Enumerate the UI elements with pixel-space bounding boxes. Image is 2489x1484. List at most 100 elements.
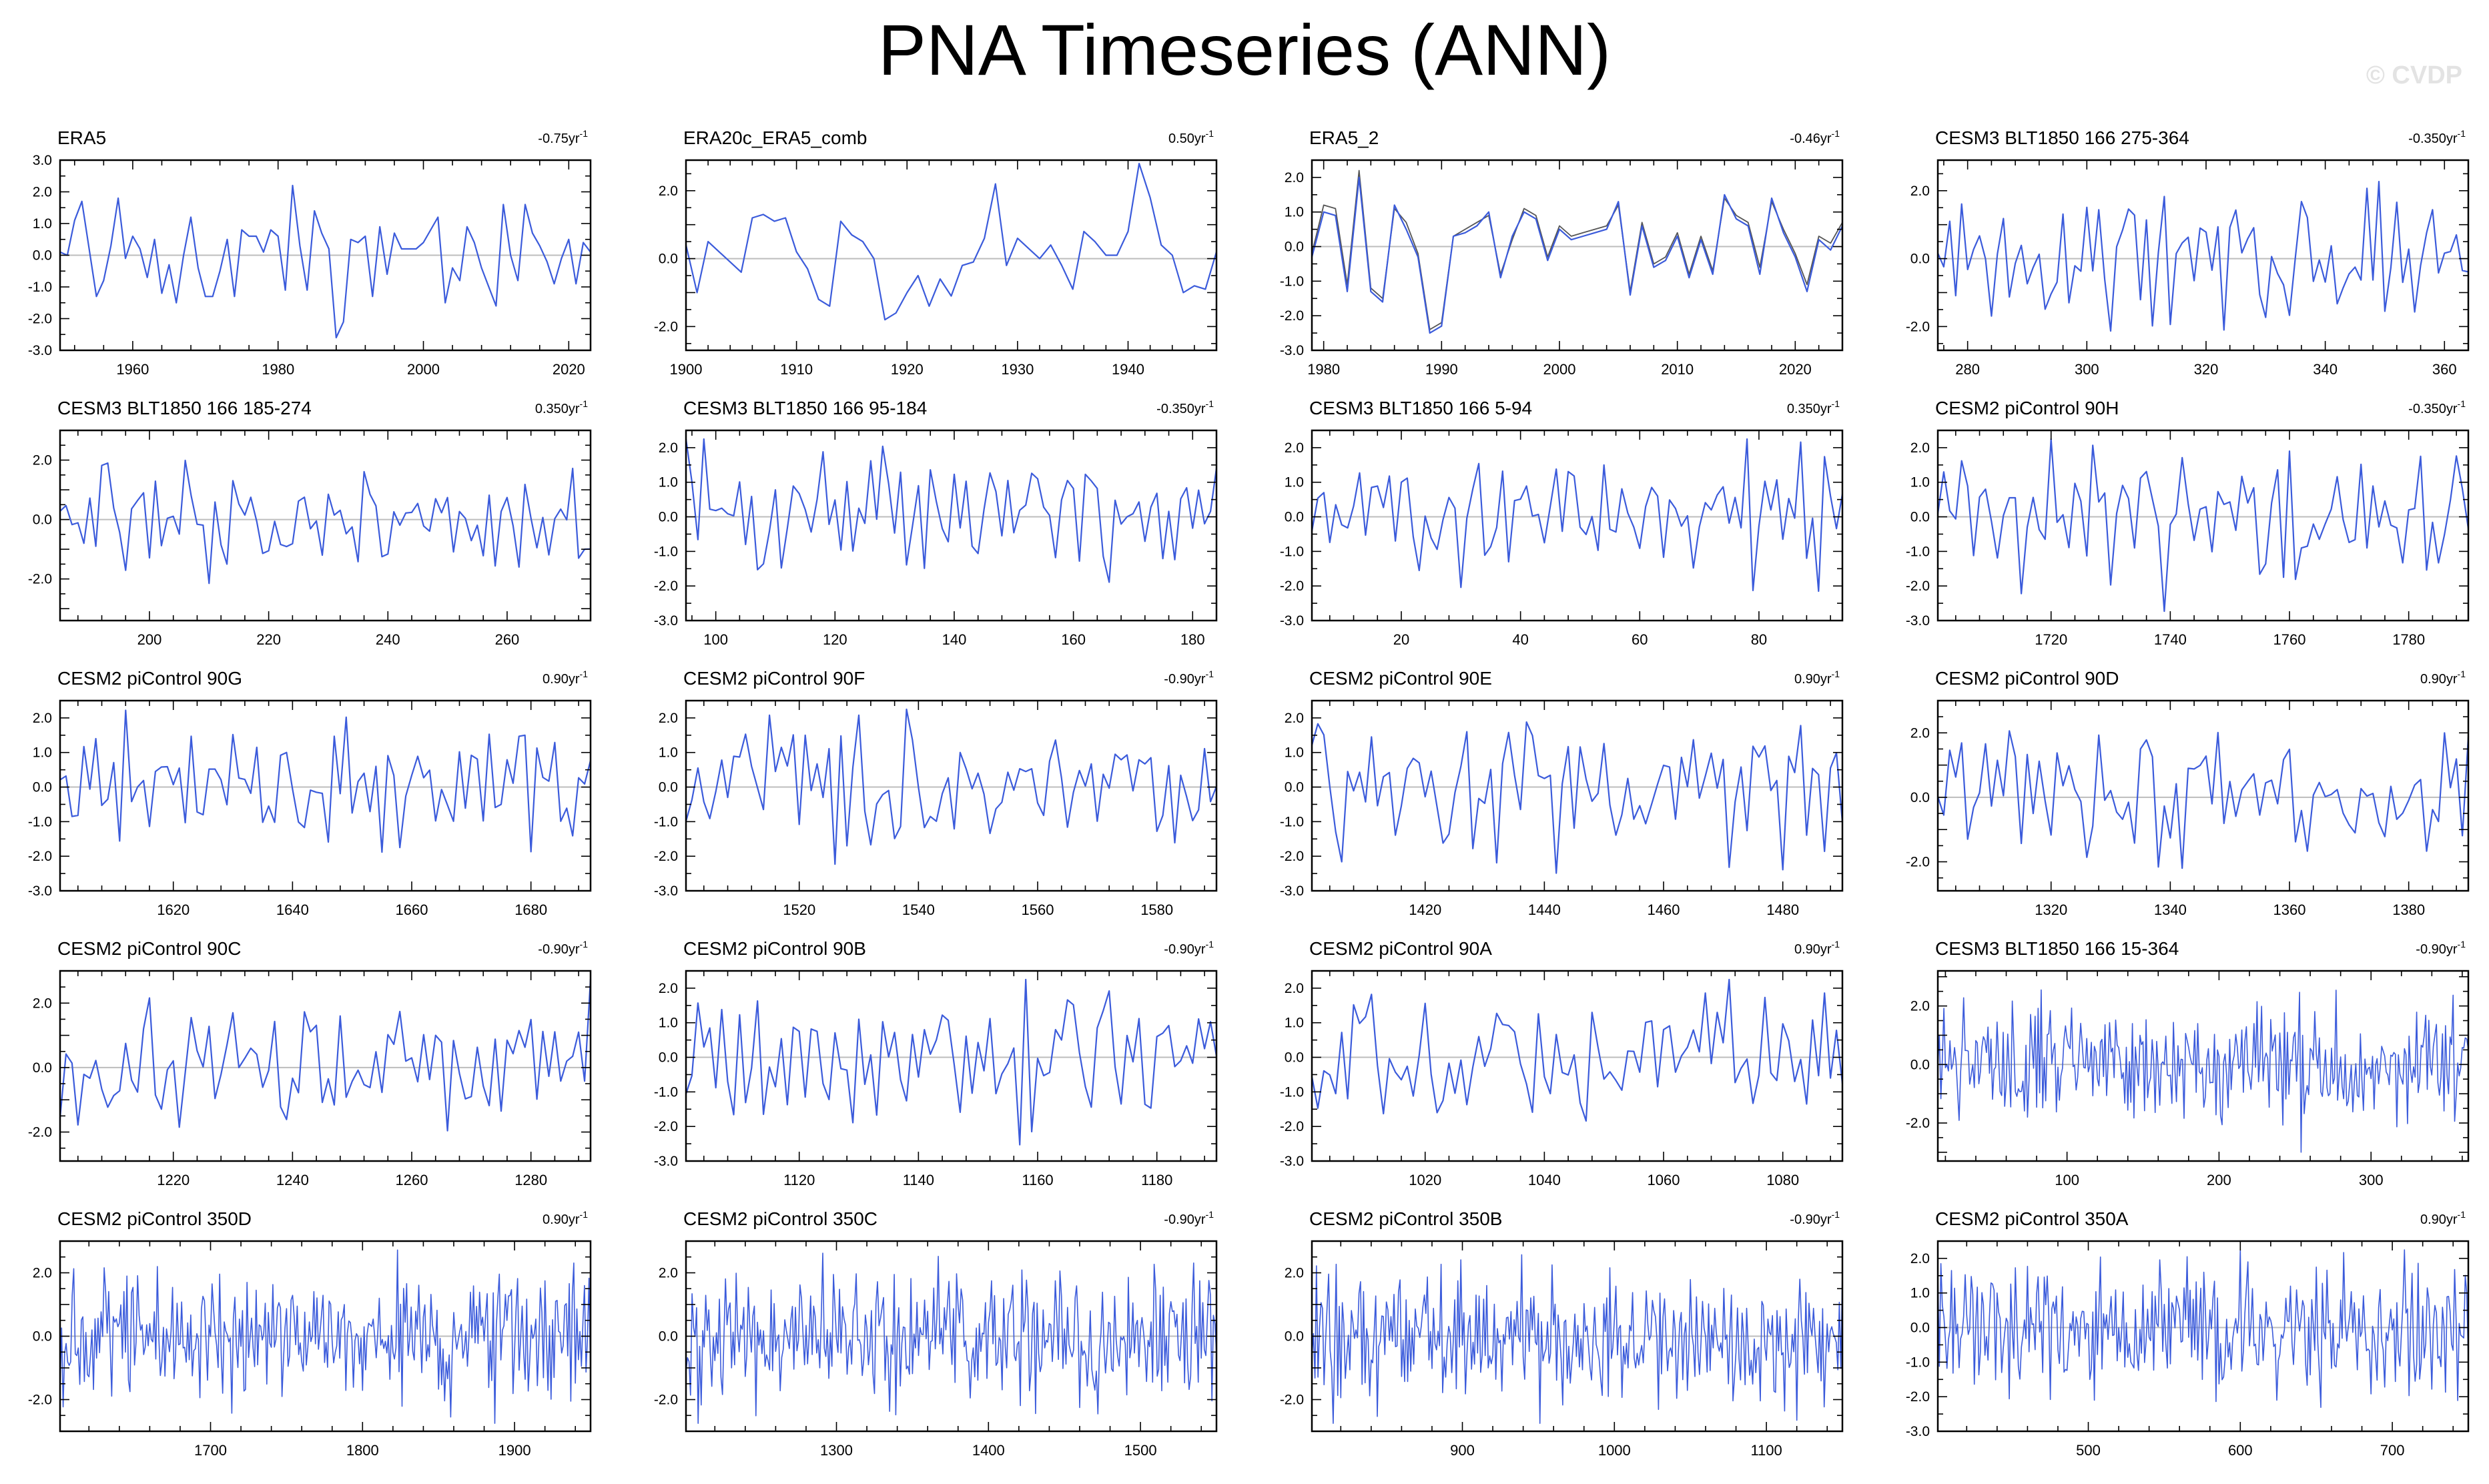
x-tick-label: 1180 [1141, 1172, 1172, 1188]
y-tick-label: 0.0 [659, 780, 678, 795]
plot-frame [1936, 429, 2470, 622]
y-tick-label: 2.0 [1910, 183, 1930, 199]
y-tick-label: 2.0 [33, 996, 52, 1011]
panel-trend: -0.90yr-1 [1164, 939, 1214, 957]
x-tick-label: 1900 [670, 361, 703, 378]
plot-frame [59, 699, 592, 892]
x-tick-label: 20 [1393, 631, 1409, 648]
x-tick-label: 600 [2228, 1442, 2253, 1459]
y-tick-label: 2.0 [1910, 1251, 1930, 1266]
trend-exponent: -1 [580, 128, 589, 139]
y-tick-label: 1.0 [1285, 1016, 1304, 1031]
x-tick-label: 260 [495, 631, 520, 648]
y-tick-label: 1.0 [1285, 745, 1304, 761]
panel-trend: -0.350yr-1 [2408, 398, 2466, 416]
y-tick-label: -1.0 [28, 814, 52, 829]
series-line [1937, 989, 2469, 1153]
x-tick-label: 1040 [1528, 1172, 1561, 1188]
y-tick-label: -2.0 [654, 579, 678, 594]
series-line-secondary [1311, 169, 1843, 330]
y-tick-label: -1.0 [1906, 544, 1930, 559]
panel-title: CESM2 piControl 90A [1309, 938, 1492, 959]
y-tick-label: -3.0 [654, 883, 678, 899]
y-tick-label: 0.0 [33, 1060, 52, 1076]
series-line [685, 1252, 1217, 1424]
x-tick-label: 1990 [1425, 361, 1458, 378]
y-tick-label: -2.0 [28, 572, 52, 587]
y-tick-label: -2.0 [654, 1393, 678, 1408]
trend-exponent: -1 [580, 398, 589, 409]
panel-trend: -0.90yr-1 [1164, 669, 1214, 687]
panel-trend: 0.90yr-1 [1794, 669, 1840, 687]
x-tick-label: 1560 [1022, 901, 1054, 918]
panel-14: CESM2 piControl 90B -0.90yr-1 -3.0 -2.0 -1.0… [654, 938, 1218, 1188]
y-tick-label: 2.0 [1910, 725, 1930, 741]
y-tick-label: 0.0 [1910, 1321, 1930, 1336]
plot-frame [685, 699, 1218, 892]
panel-5: CESM3 BLT1850 166 185-274 0.350yr-1 -2.0 0.… [28, 398, 592, 648]
y-tick-label: 2.0 [33, 1266, 52, 1281]
y-tick-label: 0.0 [1910, 252, 1930, 267]
x-tick-label: 1960 [116, 361, 149, 378]
x-tick-label: 1760 [2273, 631, 2306, 648]
panel-7: CESM3 BLT1850 166 5-94 0.350yr-1 -3.0 -2.0 -… [1280, 398, 1844, 648]
x-tick-label: 1640 [276, 901, 309, 918]
x-tick-label: 1060 [1648, 1172, 1680, 1188]
series-line [1936, 730, 2470, 869]
series-line [685, 708, 1218, 865]
panel-title: CESM2 piControl 90B [683, 938, 866, 959]
x-tick-label: 1360 [2273, 901, 2306, 918]
y-tick-label: 2.0 [33, 711, 52, 726]
x-tick-label: 1080 [1766, 1172, 1799, 1188]
y-tick-label: -2.0 [654, 849, 678, 864]
x-tick-label: 100 [2055, 1172, 2079, 1188]
x-tick-label: 1540 [902, 901, 935, 918]
y-tick-label: -1.0 [1906, 1355, 1930, 1370]
plot-frame [1311, 159, 1844, 352]
y-tick-label: -3.0 [28, 883, 52, 899]
panel-3: ERA5_2 -0.46yr-1 -3.0 -2.0 -1.0 0.0 1.0 2.0 1980… [1280, 127, 1844, 378]
x-tick-label: 1660 [396, 901, 428, 918]
y-tick-label: 0.0 [1285, 780, 1304, 795]
y-tick-label: -2.0 [1906, 319, 1930, 334]
y-tick-label: 2.0 [659, 440, 678, 456]
y-tick-label: -1.0 [654, 1084, 678, 1100]
trend-exponent: -1 [2458, 1209, 2466, 1220]
y-tick-label: -2.0 [1906, 1389, 1930, 1405]
x-tick-label: 1240 [276, 1172, 309, 1188]
plot-frame [59, 429, 592, 622]
trend-exponent: -1 [1832, 128, 1840, 139]
plot-frame [1311, 699, 1844, 892]
trend-exponent: -1 [2458, 128, 2466, 139]
panel-trend: -0.75yr-1 [538, 128, 588, 146]
plot-frame [685, 970, 1218, 1162]
x-tick-label: 1120 [783, 1172, 815, 1188]
panel-16: CESM3 BLT1850 166 15-364 -0.90yr-1 -2.0 0.0… [1906, 938, 2470, 1188]
plot-frame [685, 429, 1218, 622]
y-tick-label: 2.0 [659, 711, 678, 726]
series-line [1311, 1254, 1843, 1424]
y-tick-label: -1.0 [1280, 1084, 1304, 1100]
panel-trend: 0.90yr-1 [543, 1209, 588, 1227]
x-tick-label: 320 [2194, 361, 2219, 378]
y-tick-label: 2.0 [33, 185, 52, 200]
y-tick-label: -2.0 [1280, 1393, 1304, 1408]
panel-title: CESM2 piControl 350C [683, 1208, 877, 1229]
x-tick-label: 160 [1061, 631, 1086, 648]
x-tick-label: 140 [942, 631, 967, 648]
x-tick-label: 200 [137, 631, 162, 648]
panel-trend: -0.90yr-1 [1164, 1209, 1214, 1227]
y-tick-label: 2.0 [1910, 440, 1930, 456]
x-tick-label: 1520 [783, 901, 815, 918]
y-tick-label: 2.0 [33, 453, 52, 468]
x-tick-label: 1900 [498, 1442, 531, 1459]
y-tick-label: -1.0 [654, 544, 678, 559]
y-tick-label: 1.0 [659, 1016, 678, 1031]
x-tick-label: 100 [703, 631, 728, 648]
series-line [1311, 438, 1844, 593]
cvdp-watermark: © CVDP [2366, 61, 2462, 89]
x-tick-label: 360 [2432, 361, 2457, 378]
panel-trend: 0.90yr-1 [2420, 669, 2466, 687]
plot-frame [1936, 970, 2470, 1162]
panel-title: CESM3 BLT1850 166 185-274 [57, 398, 312, 418]
